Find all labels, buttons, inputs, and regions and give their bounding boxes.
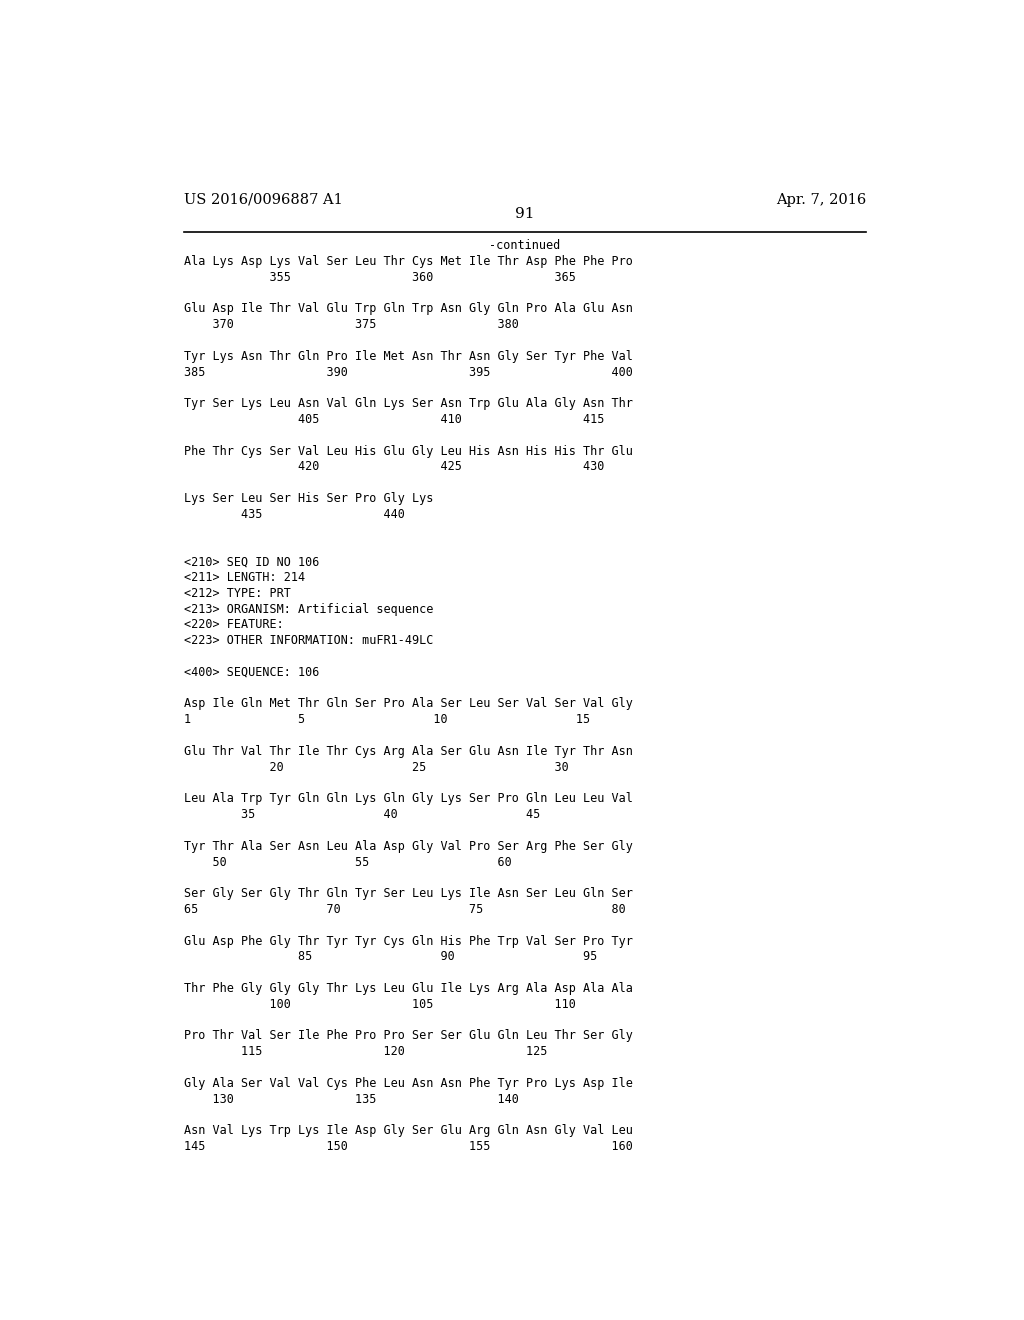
Text: 50                  55                  60: 50 55 60: [183, 855, 511, 869]
Text: 65                  70                  75                  80: 65 70 75 80: [183, 903, 626, 916]
Text: Tyr Lys Asn Thr Gln Pro Ile Met Asn Thr Asn Gly Ser Tyr Phe Val: Tyr Lys Asn Thr Gln Pro Ile Met Asn Thr …: [183, 350, 633, 363]
Text: -continued: -continued: [489, 239, 560, 252]
Text: 115                 120                 125: 115 120 125: [183, 1045, 547, 1059]
Text: 355                 360                 365: 355 360 365: [183, 271, 575, 284]
Text: US 2016/0096887 A1: US 2016/0096887 A1: [183, 193, 342, 207]
Text: 35                  40                  45: 35 40 45: [183, 808, 540, 821]
Text: 435                 440: 435 440: [183, 508, 404, 521]
Text: 385                 390                 395                 400: 385 390 395 400: [183, 366, 633, 379]
Text: Glu Thr Val Thr Ile Thr Cys Arg Ala Ser Glu Asn Ile Tyr Thr Asn: Glu Thr Val Thr Ile Thr Cys Arg Ala Ser …: [183, 744, 633, 758]
Text: <220> FEATURE:: <220> FEATURE:: [183, 619, 284, 631]
Text: 130                 135                 140: 130 135 140: [183, 1093, 518, 1106]
Text: Ala Lys Asp Lys Val Ser Leu Thr Cys Met Ile Thr Asp Phe Phe Pro: Ala Lys Asp Lys Val Ser Leu Thr Cys Met …: [183, 255, 633, 268]
Text: 85                  90                  95: 85 90 95: [183, 950, 597, 964]
Text: Lys Ser Leu Ser His Ser Pro Gly Lys: Lys Ser Leu Ser His Ser Pro Gly Lys: [183, 492, 433, 506]
Text: 91: 91: [515, 207, 535, 222]
Text: 100                 105                 110: 100 105 110: [183, 998, 575, 1011]
Text: Glu Asp Phe Gly Thr Tyr Tyr Cys Gln His Phe Trp Val Ser Pro Tyr: Glu Asp Phe Gly Thr Tyr Tyr Cys Gln His …: [183, 935, 633, 948]
Text: 420                 425                 430: 420 425 430: [183, 461, 604, 474]
Text: <210> SEQ ID NO 106: <210> SEQ ID NO 106: [183, 556, 318, 568]
Text: 1               5                  10                  15: 1 5 10 15: [183, 713, 590, 726]
Text: Glu Asp Ile Thr Val Glu Trp Gln Trp Asn Gly Gln Pro Ala Glu Asn: Glu Asp Ile Thr Val Glu Trp Gln Trp Asn …: [183, 302, 633, 315]
Text: <400> SEQUENCE: 106: <400> SEQUENCE: 106: [183, 665, 318, 678]
Text: Tyr Ser Lys Leu Asn Val Gln Lys Ser Asn Trp Glu Ala Gly Asn Thr: Tyr Ser Lys Leu Asn Val Gln Lys Ser Asn …: [183, 397, 633, 411]
Text: Gly Ala Ser Val Val Cys Phe Leu Asn Asn Phe Tyr Pro Lys Asp Ile: Gly Ala Ser Val Val Cys Phe Leu Asn Asn …: [183, 1077, 633, 1090]
Text: Asn Val Lys Trp Lys Ile Asp Gly Ser Glu Arg Gln Asn Gly Val Leu: Asn Val Lys Trp Lys Ile Asp Gly Ser Glu …: [183, 1125, 633, 1138]
Text: <212> TYPE: PRT: <212> TYPE: PRT: [183, 587, 291, 599]
Text: 20                  25                  30: 20 25 30: [183, 760, 568, 774]
Text: <223> OTHER INFORMATION: muFR1-49LC: <223> OTHER INFORMATION: muFR1-49LC: [183, 635, 433, 647]
Text: <211> LENGTH: 214: <211> LENGTH: 214: [183, 572, 305, 583]
Text: Asp Ile Gln Met Thr Gln Ser Pro Ala Ser Leu Ser Val Ser Val Gly: Asp Ile Gln Met Thr Gln Ser Pro Ala Ser …: [183, 697, 633, 710]
Text: 145                 150                 155                 160: 145 150 155 160: [183, 1140, 633, 1154]
Text: Phe Thr Cys Ser Val Leu His Glu Gly Leu His Asn His His Thr Glu: Phe Thr Cys Ser Val Leu His Glu Gly Leu …: [183, 445, 633, 458]
Text: Pro Thr Val Ser Ile Phe Pro Pro Ser Ser Glu Gln Leu Thr Ser Gly: Pro Thr Val Ser Ile Phe Pro Pro Ser Ser …: [183, 1030, 633, 1043]
Text: Ser Gly Ser Gly Thr Gln Tyr Ser Leu Lys Ile Asn Ser Leu Gln Ser: Ser Gly Ser Gly Thr Gln Tyr Ser Leu Lys …: [183, 887, 633, 900]
Text: Apr. 7, 2016: Apr. 7, 2016: [776, 193, 866, 207]
Text: Thr Phe Gly Gly Gly Thr Lys Leu Glu Ile Lys Arg Ala Asp Ala Ala: Thr Phe Gly Gly Gly Thr Lys Leu Glu Ile …: [183, 982, 633, 995]
Text: <213> ORGANISM: Artificial sequence: <213> ORGANISM: Artificial sequence: [183, 603, 433, 615]
Text: 370                 375                 380: 370 375 380: [183, 318, 518, 331]
Text: Tyr Thr Ala Ser Asn Leu Ala Asp Gly Val Pro Ser Arg Phe Ser Gly: Tyr Thr Ala Ser Asn Leu Ala Asp Gly Val …: [183, 840, 633, 853]
Text: Leu Ala Trp Tyr Gln Gln Lys Gln Gly Lys Ser Pro Gln Leu Leu Val: Leu Ala Trp Tyr Gln Gln Lys Gln Gly Lys …: [183, 792, 633, 805]
Text: 405                 410                 415: 405 410 415: [183, 413, 604, 426]
